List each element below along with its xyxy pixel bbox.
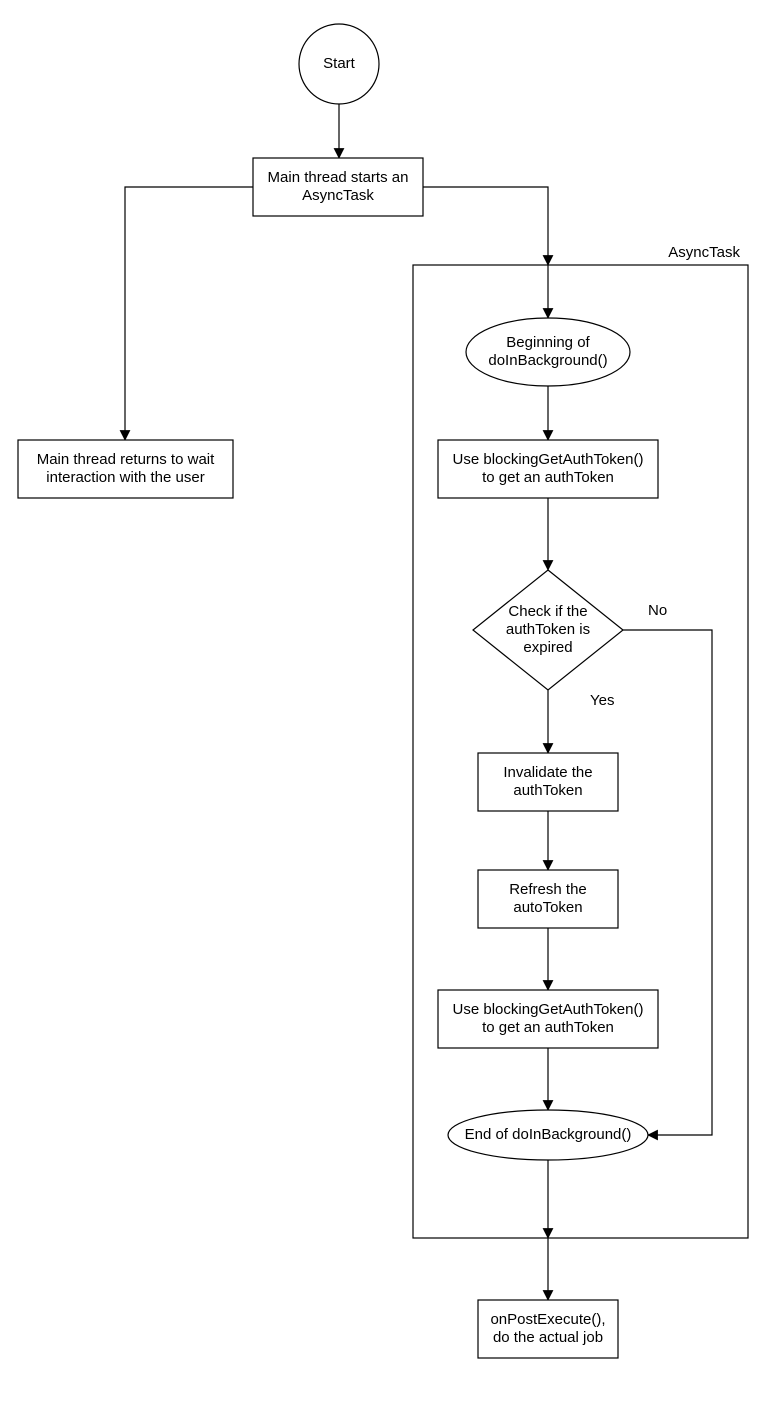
flow-edge xyxy=(623,630,712,1135)
node-end-text: End of doInBackground() xyxy=(465,1126,632,1143)
node-mtstart-text: AsyncTask xyxy=(302,187,374,204)
node-post-text: onPostExecute(), xyxy=(490,1311,605,1328)
node-check-text: expired xyxy=(523,639,572,656)
node-getauth2-text: Use blockingGetAuthToken() xyxy=(453,1001,644,1018)
flow-edge xyxy=(125,187,253,440)
node-invalid-text: Invalidate the xyxy=(503,764,592,781)
edge-label: No xyxy=(648,602,667,619)
node-refresh-text: Refresh the xyxy=(509,881,587,898)
node-mtstart-text: Main thread starts an xyxy=(268,169,409,186)
node-mtwait-text: interaction with the user xyxy=(46,469,204,486)
node-refresh-text: autoToken xyxy=(513,899,582,916)
node-getauth1-text: to get an authToken xyxy=(482,469,614,486)
asynctask-container xyxy=(413,265,748,1238)
node-begin-text: Beginning of xyxy=(506,334,590,351)
node-check-text: authToken is xyxy=(506,621,590,638)
node-start-text: Start xyxy=(323,55,356,72)
container-title: AsyncTask xyxy=(668,244,740,261)
node-mtwait-text: Main thread returns to wait xyxy=(37,451,215,468)
node-check-text: Check if the xyxy=(508,603,587,620)
node-getauth2-text: to get an authToken xyxy=(482,1019,614,1036)
node-post-text: do the actual job xyxy=(493,1329,603,1346)
node-begin-text: doInBackground() xyxy=(488,352,607,369)
node-invalid-text: authToken xyxy=(513,782,582,799)
edge-label: Yes xyxy=(590,692,614,709)
flowchart-svg: AsyncTask Yes No Start Main thread starts an… xyxy=(0,0,777,1404)
node-getauth1-text: Use blockingGetAuthToken() xyxy=(453,451,644,468)
flow-edge xyxy=(423,187,548,265)
